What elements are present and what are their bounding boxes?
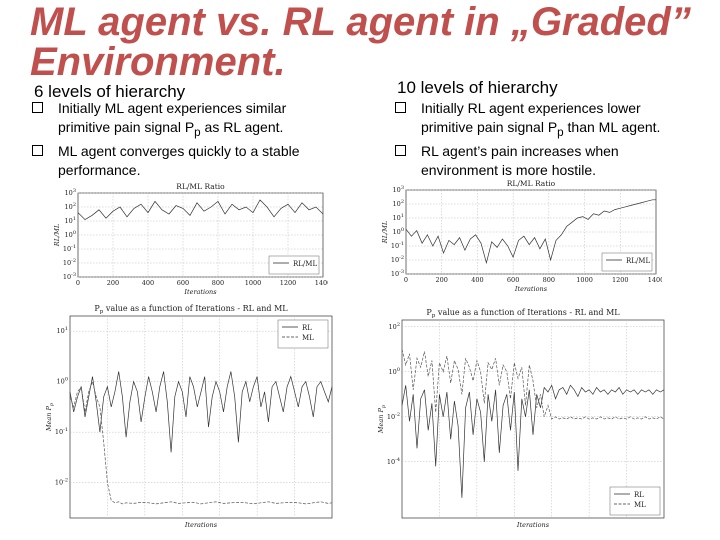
y-tick-label: 10-2 <box>55 478 68 487</box>
series-line-rl-ml <box>77 199 324 221</box>
bullet-text: primitive pain signal P <box>421 119 558 135</box>
title-line-1: ML agent vs. RL agent in „Graded” <box>30 0 691 44</box>
y-axis-label: Mean Pp <box>45 402 55 432</box>
y-axis-label: Mean Pp <box>377 404 387 434</box>
bullet-text: environment is more hostile. <box>421 161 597 178</box>
x-tick-label: 1400 <box>315 279 328 287</box>
x-tick-label: 1400 <box>648 276 662 284</box>
checkbox-bullet-icon <box>32 144 43 156</box>
chart-title: Pp value as a function of Iterations - R… <box>426 308 620 319</box>
y-tick-label: 100 <box>389 367 400 376</box>
checkbox-bullet-icon <box>395 102 406 113</box>
x-axis-label: Iterations <box>514 285 548 292</box>
y-tick-label: 102 <box>65 202 76 211</box>
plot-frame <box>69 315 333 519</box>
y-axis-label: RL/ML <box>53 224 61 247</box>
y-tick-label: 10-1 <box>55 427 68 436</box>
y-tick-label: 100 <box>57 377 68 386</box>
bullet-text: performance. <box>58 161 141 178</box>
y-tick-label: 100 <box>393 227 404 236</box>
legend-box <box>277 319 329 349</box>
x-tick-label: 800 <box>212 279 224 287</box>
bullet-text: ML agent converges quickly to a stable <box>58 142 300 159</box>
pain-chart-6-levels: Pp value as a function of Iterations - R… <box>45 304 333 529</box>
bullet-text: primitive pain signal P <box>58 119 195 135</box>
x-tick-label: 200 <box>436 276 448 284</box>
bullet-text: RL agent’s pain increases when <box>421 142 619 159</box>
legend-label: ML <box>302 334 314 342</box>
bullet-text: than ML agent. <box>563 119 661 135</box>
y-tick-label: 102 <box>393 199 404 208</box>
bullet-text: as RL agent. <box>200 119 284 135</box>
x-tick-label: 1000 <box>576 276 593 284</box>
x-tick-label: 0 <box>76 279 80 287</box>
legend-label: RL <box>302 324 312 332</box>
y-tick-label: 10-2 <box>387 412 400 421</box>
y-tick-label: 10-2 <box>63 258 76 267</box>
x-tick-label: 600 <box>177 279 189 287</box>
x-tick-label: 400 <box>471 276 483 284</box>
x-tick-label: 400 <box>142 279 154 287</box>
legend-box <box>268 255 320 275</box>
x-axis-label: Iterations <box>183 288 217 295</box>
legend-box <box>609 486 661 516</box>
y-tick-label: 101 <box>65 216 76 225</box>
y-axis-label: RL/ML <box>381 221 389 244</box>
bullet-subscript: p <box>194 125 201 139</box>
chart-title: RL/ML Ratio <box>176 183 225 191</box>
chart-title: RL/ML Ratio <box>507 180 556 188</box>
pain-chart-10-levels: Pp value as a function of Iterations - R… <box>377 308 665 529</box>
bullet-subscript: p <box>557 125 564 139</box>
y-tick-label: 103 <box>393 185 404 194</box>
legend-label: RL <box>634 491 644 499</box>
x-axis-label: Iterations <box>184 521 218 529</box>
right-heading: 10 levels of hierarchy <box>397 78 558 97</box>
legend-box <box>601 252 653 272</box>
left-bullet-1: Initially ML agent experiences similar p… <box>30 99 370 142</box>
right-bullet-2: RL agent’s pain increases when environme… <box>393 142 713 180</box>
legend-label: ML <box>634 501 646 509</box>
x-tick-label: 1000 <box>245 279 262 287</box>
bullet-text: Initially RL agent experiences lower <box>421 100 641 116</box>
title-line-2: Environment. <box>30 40 286 84</box>
y-tick-label: 10-3 <box>391 269 404 278</box>
y-tick-label: 10-1 <box>63 244 76 253</box>
y-tick-label: 103 <box>65 188 76 197</box>
left-bullet-2: ML agent converges quickly to a stable p… <box>30 142 370 180</box>
x-tick-label: 200 <box>107 279 119 287</box>
x-tick-label: 800 <box>543 276 555 284</box>
left-bullets: Initially ML agent experiences similar p… <box>30 99 370 180</box>
y-tick-label: 10-3 <box>63 272 76 281</box>
y-tick-label: 10-4 <box>387 457 400 466</box>
x-axis-label: Iterations <box>516 521 550 529</box>
series-line-rl-ml <box>405 199 656 265</box>
series-line-rl <box>401 384 665 498</box>
legend-label: RL/ML <box>293 260 317 268</box>
y-tick-label: 101 <box>57 326 68 335</box>
series-line-rl <box>69 371 333 453</box>
y-tick-label: 10-1 <box>391 241 404 250</box>
ratio-chart-6-levels: RL/ML Ratio 0 200 400 600 800 1000 1200 1400 10-3… <box>53 183 328 295</box>
x-tick-label: 600 <box>507 276 519 284</box>
x-tick-label: 1200 <box>612 276 629 284</box>
slide-title: ML agent vs. RL agent in „Graded” Enviro… <box>30 2 710 82</box>
right-bullets: Initially RL agent experiences lower pri… <box>393 99 713 180</box>
bullet-text: Initially ML agent experiences similar <box>58 100 287 116</box>
series-line-ml <box>69 380 333 505</box>
chart-title: Pp value as a function of Iterations - R… <box>94 304 288 315</box>
checkbox-bullet-icon <box>32 102 43 113</box>
y-tick-label: 10-2 <box>391 255 404 264</box>
x-tick-label: 1200 <box>280 279 297 287</box>
x-tick-label: 0 <box>404 276 408 284</box>
right-bullet-1: Initially RL agent experiences lower pri… <box>393 99 713 142</box>
y-tick-label: 100 <box>65 230 76 239</box>
plot-frame <box>401 319 665 519</box>
series-line-ml <box>401 349 665 420</box>
checkbox-bullet-icon <box>395 144 406 156</box>
y-tick-label: 102 <box>389 322 400 331</box>
y-tick-label: 101 <box>393 213 404 222</box>
left-heading: 6 levels of hierarchy <box>34 82 186 101</box>
legend-label: RL/ML <box>626 257 650 265</box>
ratio-chart-10-levels: RL/ML Ratio 0 200 400 600 800 1000 1200 1400 10-3… <box>381 180 662 292</box>
